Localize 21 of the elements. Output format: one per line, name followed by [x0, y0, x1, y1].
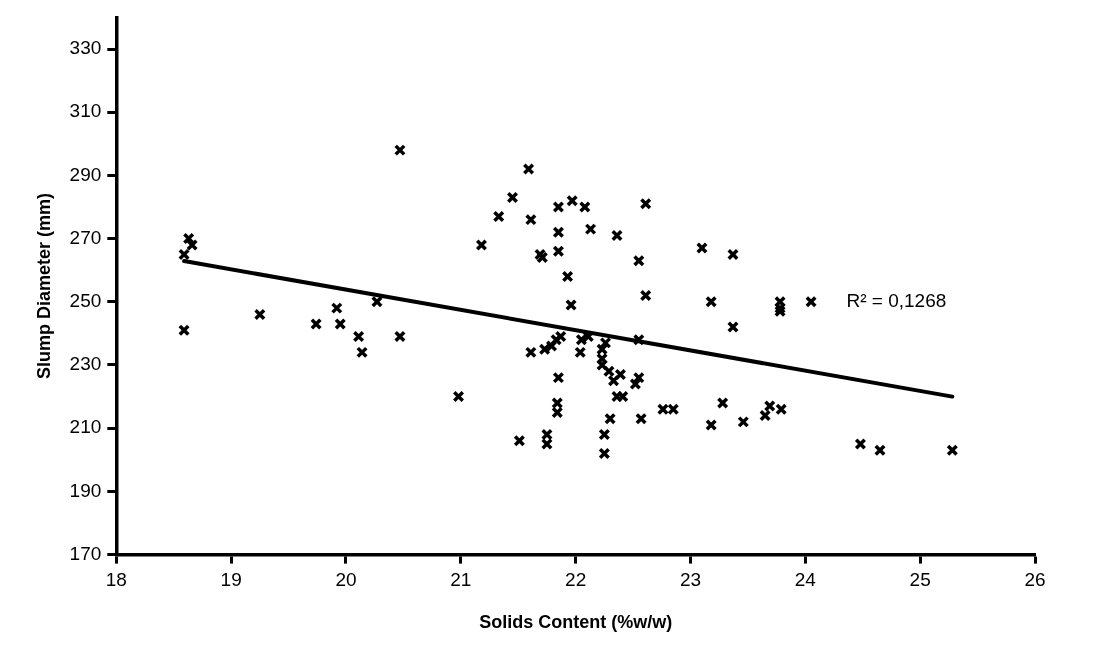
x-tick-label: 18	[105, 569, 127, 591]
x-tick-label: 24	[794, 569, 817, 591]
y-tick-label: 190	[69, 479, 102, 501]
x-tick-label: 25	[909, 569, 931, 591]
y-tick-label: 230	[69, 353, 102, 375]
x-tick-label: 23	[679, 569, 702, 591]
annotation: R² = 0,1268	[846, 289, 947, 311]
y-tick-label: 250	[69, 290, 102, 312]
x-tick-label: 22	[565, 569, 587, 591]
y-tick-label: 290	[69, 163, 102, 185]
x-tick-label: 21	[450, 569, 472, 591]
y-tick-label: 310	[69, 100, 102, 122]
x-axis-title: Solids Content (%w/w)	[479, 612, 673, 633]
y-tick-label: 330	[69, 37, 102, 59]
y-axis-title: Slump Diameter (mm)	[33, 192, 54, 380]
x-tick-label: 20	[335, 569, 357, 591]
y-tick-label: 170	[69, 542, 102, 564]
x-tick-label: 26	[1024, 569, 1046, 591]
y-tick-label: 210	[69, 416, 102, 438]
x-tick-label: 19	[220, 569, 242, 591]
y-tick-label: 270	[69, 226, 102, 248]
